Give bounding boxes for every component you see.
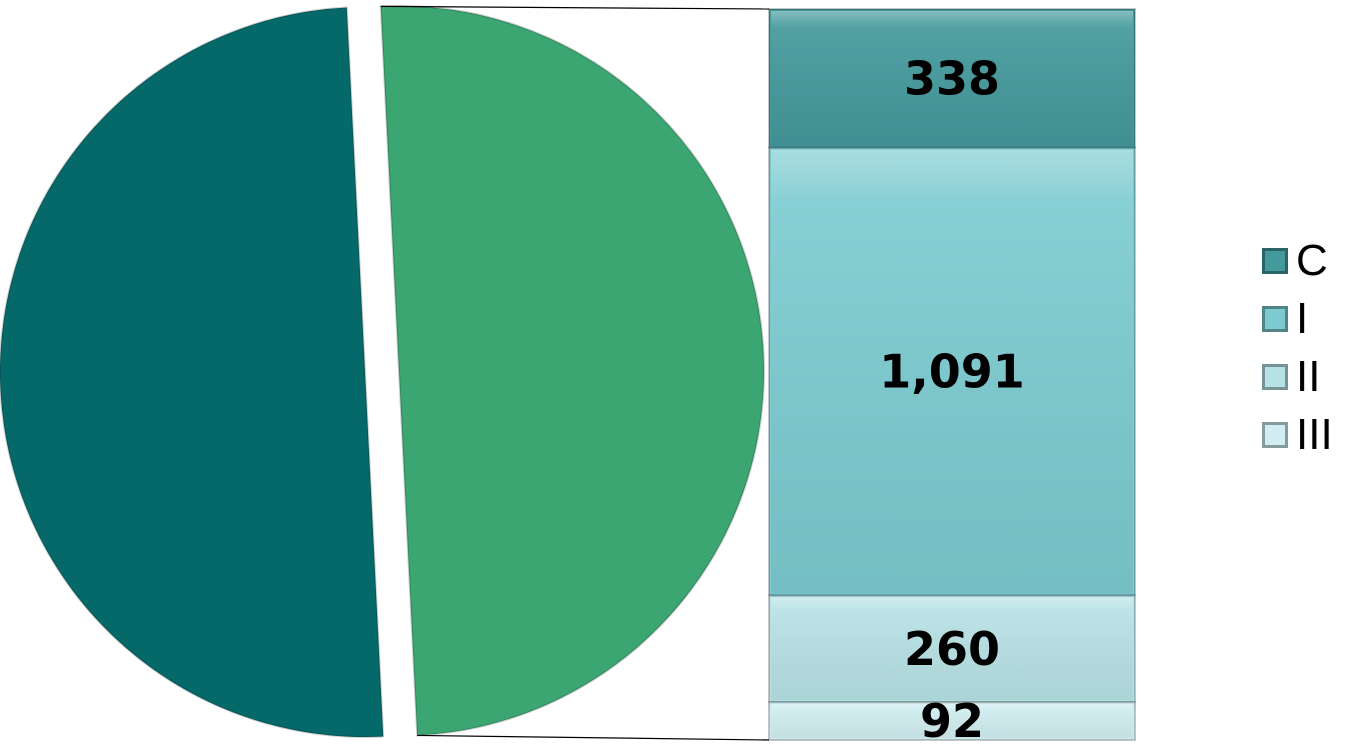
pie (0, 4, 765, 738)
legend-swatch-i (1262, 306, 1288, 332)
legend-swatch-ii (1262, 364, 1288, 390)
legend-label-ii: II (1296, 352, 1321, 401)
bar-segment-sheen-ii (771, 597, 1133, 701)
bar-segment-sheen-i (771, 149, 1133, 594)
legend-item-ii: II (1262, 352, 1346, 402)
legend: C I II III (1262, 236, 1346, 468)
pie-slice-breakout (379, 4, 765, 737)
connector-line-top (380, 5, 770, 10)
connector-lines (380, 5, 770, 741)
connector-line-bottom (417, 734, 770, 741)
legend-label-i: I (1296, 294, 1309, 343)
bar-value-labels: 338 1,091 260 92 (879, 51, 1025, 748)
bar-segment-sheen-c (771, 11, 1133, 146)
legend-swatch-c (1262, 248, 1288, 274)
bar-value-label-ii: 260 (904, 622, 1000, 676)
pie-slice-remainder (0, 6, 385, 738)
legend-label-c: C (1296, 236, 1328, 285)
legend-item-c: C (1262, 236, 1346, 286)
legend-item-iii: III (1262, 410, 1346, 460)
bar-value-label-iii: 92 (920, 694, 984, 748)
bar-segment-sheen-iii (771, 704, 1133, 738)
legend-label-iii: III (1296, 410, 1333, 459)
legend-item-i: I (1262, 294, 1346, 344)
legend-swatch-iii (1262, 422, 1288, 448)
bar-value-label-i: 1,091 (879, 345, 1025, 399)
bar-value-label-c: 338 (904, 51, 1000, 105)
stacked-bar (768, 8, 1136, 742)
